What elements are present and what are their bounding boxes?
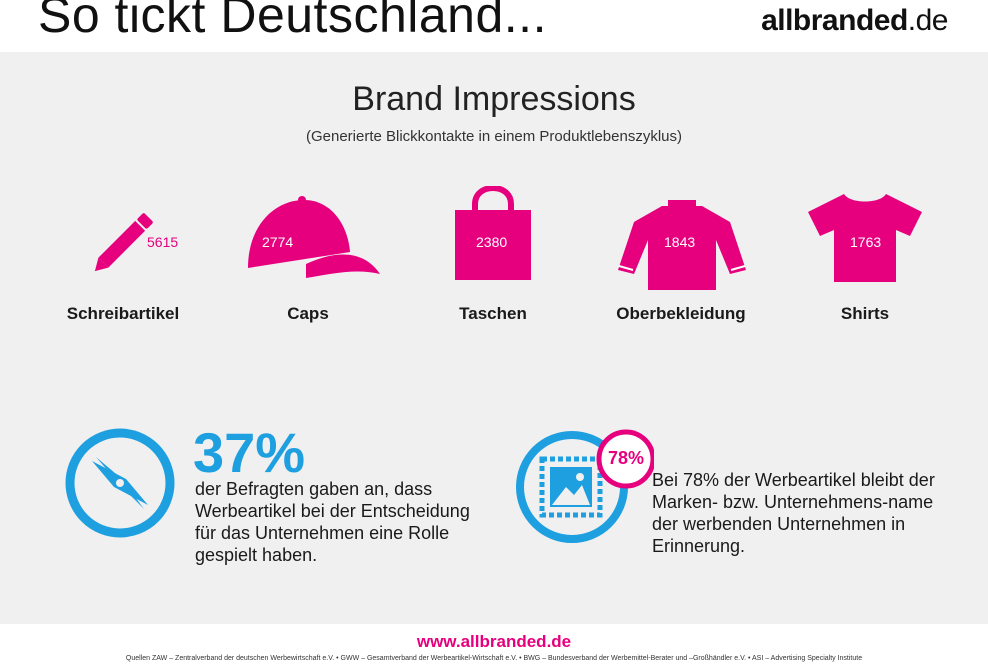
item-caps-value: 2774 [262,234,294,250]
content-panel [0,52,988,624]
shirt-icon [808,194,922,282]
stat2-badge: 78% [607,448,645,468]
item-taschen [453,186,533,280]
bag-icon [455,186,531,280]
main-title: Brand Impressions [352,80,636,118]
compass-block [64,427,176,539]
cap-icon [248,196,380,278]
compass-icon [65,428,175,538]
item-shirts [806,192,924,284]
stat2-description: Bei 78% der Werbeartikel bleibt der Mark… [652,470,935,556]
main-subtitle: (Generierte Blickkontakte in einem Produ… [305,128,682,145]
header: So tickt Deutschland... allbranded.de [0,0,988,52]
item-schreibartikel-label: Schreibartikel [66,304,180,323]
item-shirts-value: 1763 [850,234,882,250]
item-oberbekleidung-value: 1843 [664,234,696,250]
brand-logo-bold: allbranded [761,4,908,37]
footer-sources: Quellen ZAW – Zentralverband der deutsch… [125,655,863,662]
sweater-icon [618,200,746,290]
item-oberbekleidung-label: Oberbekleidung [616,304,746,323]
stamp-block [514,425,654,545]
stat-description: der Befragten gaben an, dass Werbeartike… [195,479,470,565]
item-caps [246,194,382,284]
header-title: So tickt Deutschland... [38,0,547,43]
item-schreibartikel-value: 5615 [147,234,179,250]
brand-logo[interactable]: allbranded.de [761,4,948,38]
item-caps-label: Caps [287,304,329,323]
item-taschen-label: Taschen [459,304,527,323]
stamp-icon [516,429,654,543]
brand-logo-tld: .de [907,4,949,37]
stat-percentage: 37% [193,421,306,484]
item-shirts-label: Shirts [840,304,890,323]
item-taschen-value: 2380 [476,234,508,250]
item-oberbekleidung [612,200,752,290]
footer-url[interactable]: www.allbranded.de [416,632,572,651]
pen-icon [94,213,153,272]
item-schreibartikel [86,200,166,280]
